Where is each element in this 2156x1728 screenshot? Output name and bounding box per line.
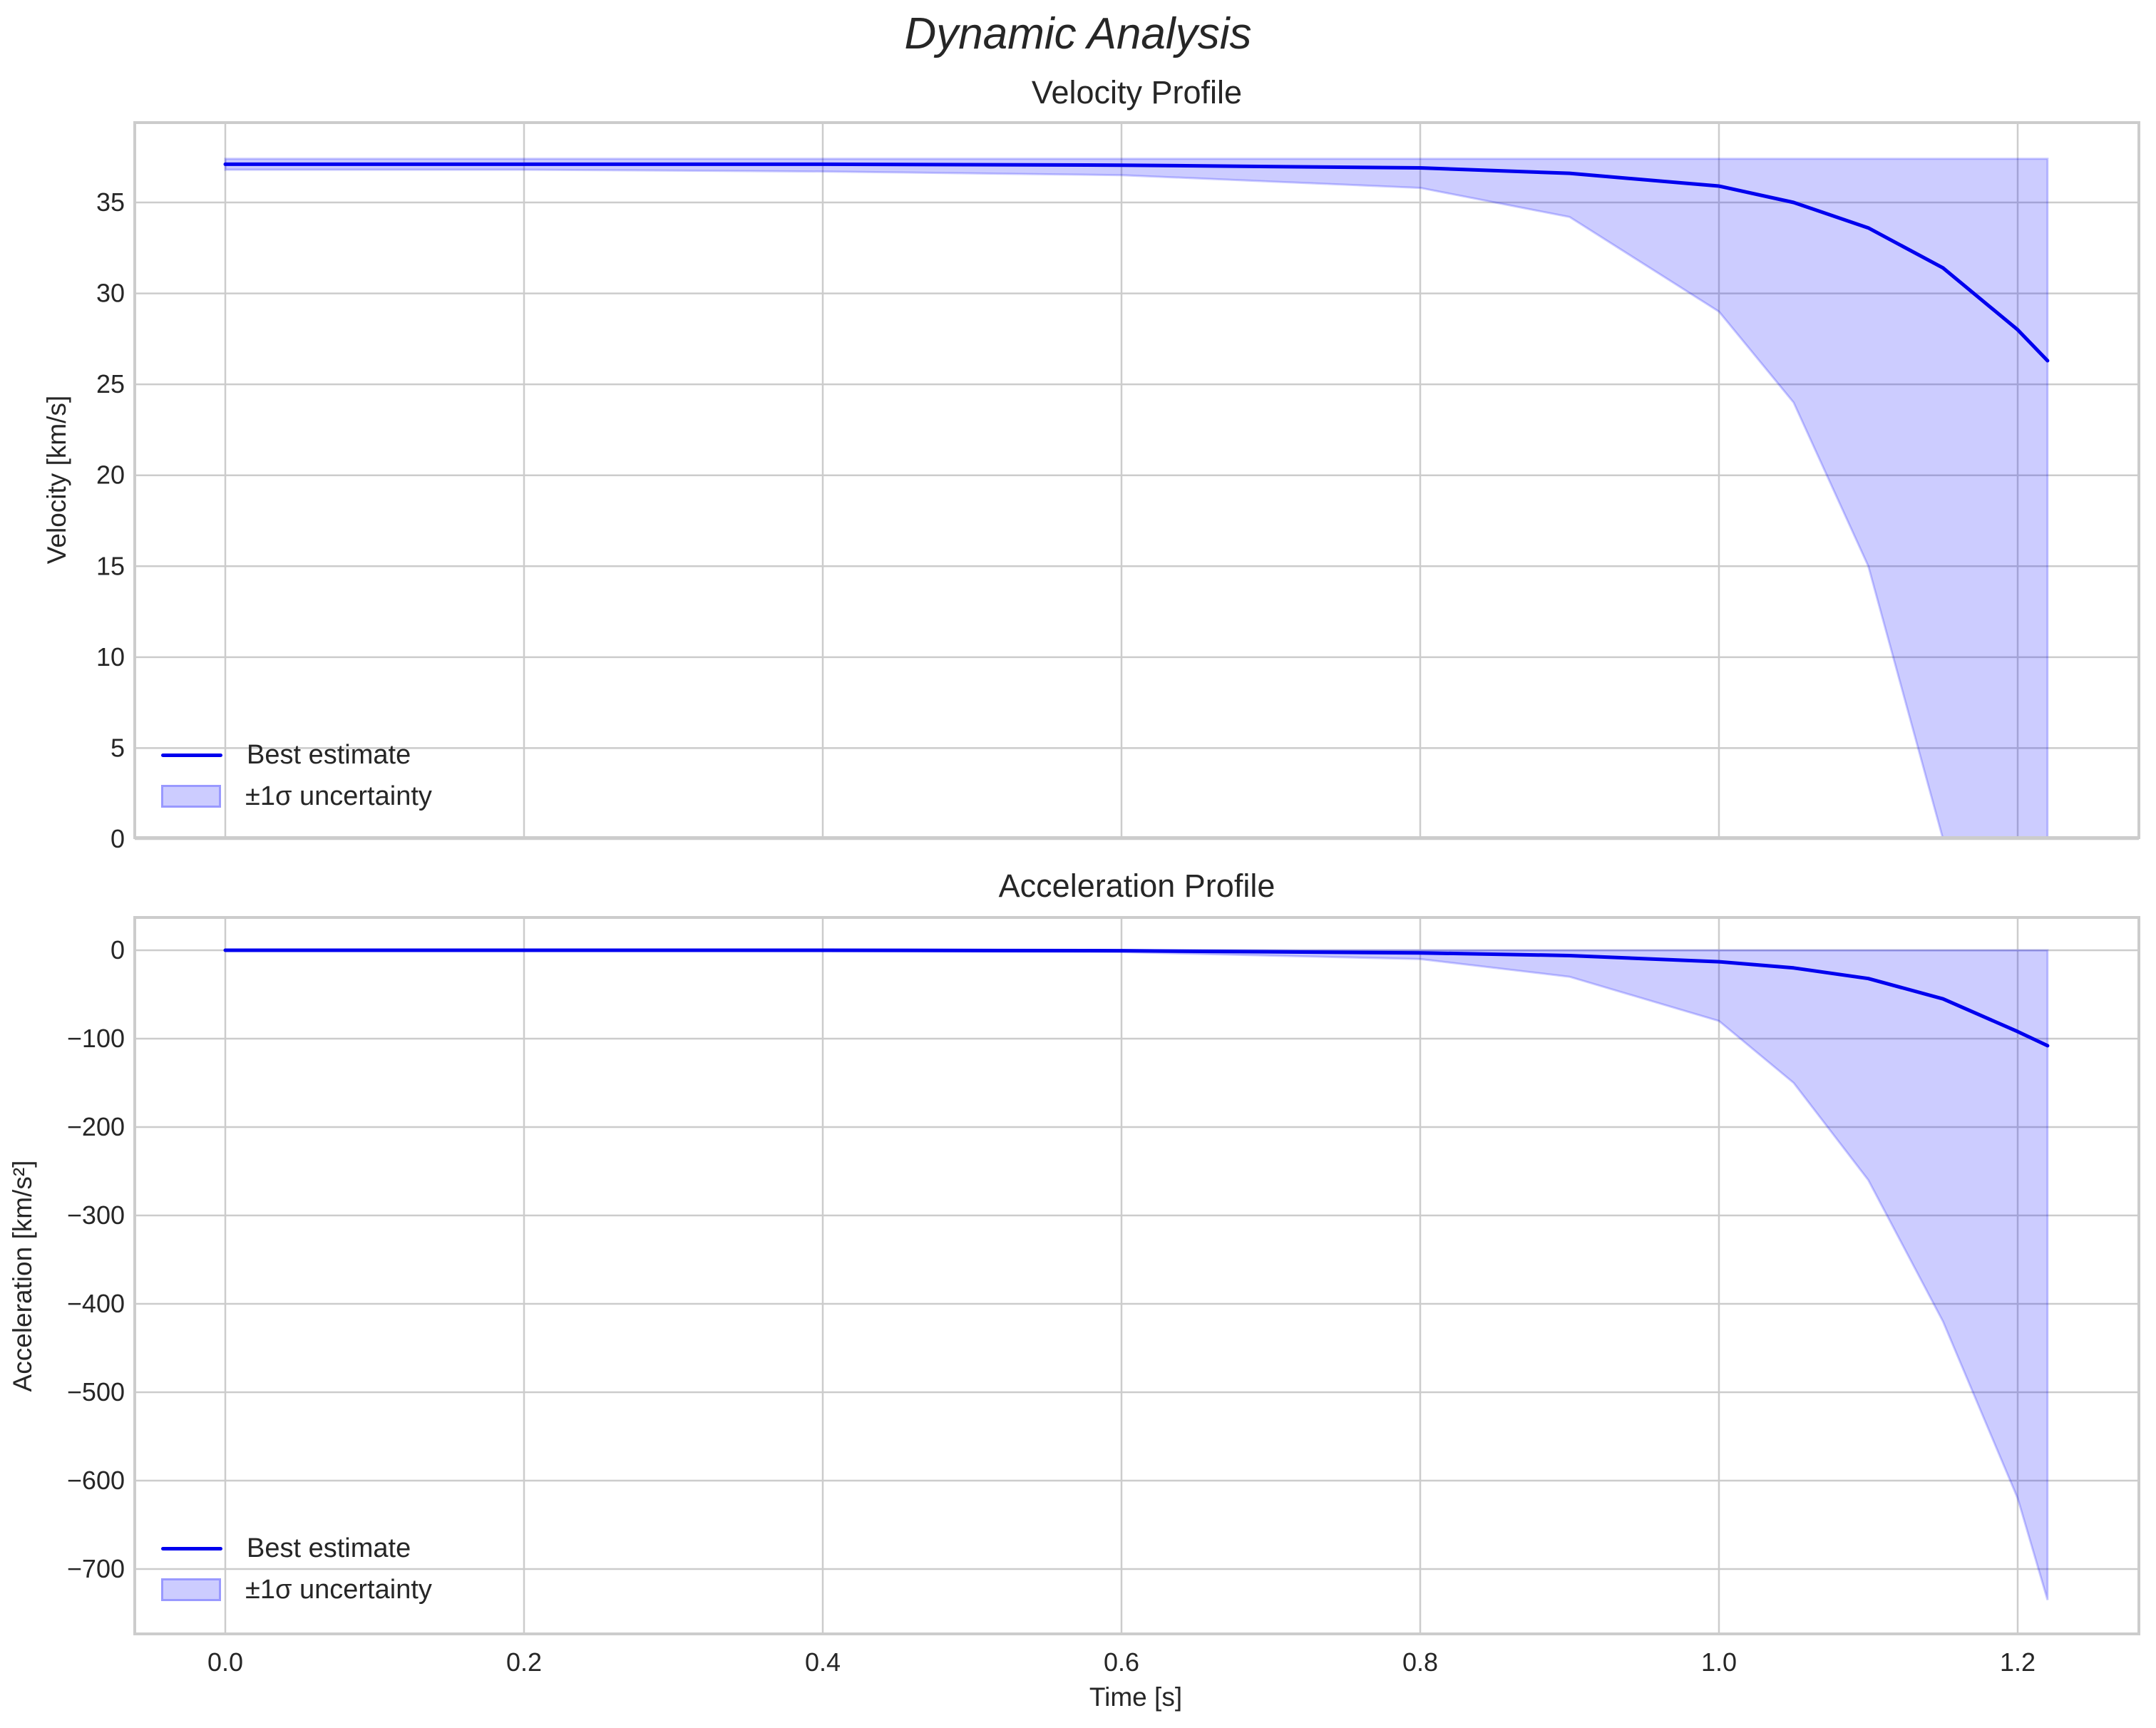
x-tick-label: 0.6 [1104, 1647, 1139, 1677]
figure-title: Dynamic Analysis [904, 9, 1252, 58]
y-tick-label: −300 [67, 1200, 125, 1230]
band-swatch-icon [161, 785, 221, 808]
x-tick-label: 1.2 [2000, 1647, 2036, 1677]
line-swatch-icon [161, 753, 222, 757]
y-tick-label: 0 [111, 824, 125, 853]
acceleration-y-axis-label: Acceleration [km/s²] [8, 1161, 37, 1392]
y-tick-label: −100 [67, 1024, 125, 1053]
x-tick-label: 1.0 [1701, 1647, 1737, 1677]
x-tick-label: 0.2 [506, 1647, 542, 1677]
y-tick-label: −600 [67, 1466, 125, 1495]
x-axis-label: Time [s] [1089, 1682, 1182, 1712]
line-swatch-icon [161, 1546, 222, 1550]
velocity-plot-title: Velocity Profile [1031, 74, 1243, 110]
legend-label: Best estimate [247, 739, 411, 770]
legend-label: ±1σ uncertainty [245, 781, 432, 811]
y-tick-label: 15 [96, 551, 125, 580]
legend-label: Best estimate [247, 1533, 411, 1563]
acceleration-plot-title: Acceleration Profile [998, 868, 1275, 904]
x-tick-label: 0.4 [805, 1647, 841, 1677]
y-tick-label: 5 [111, 733, 125, 762]
best-estimate-line [223, 162, 2050, 363]
y-tick-label: 30 [96, 279, 125, 308]
y-tick-label: −400 [67, 1289, 125, 1318]
y-tick-label: 0 [111, 935, 125, 965]
x-tick-label: 0.8 [1402, 1647, 1438, 1677]
legend-label: ±1σ uncertainty [245, 1574, 432, 1605]
acceleration-axes: 0 −100 −200 −300 −400 −500 −600 −700 Acceleratio… [8, 916, 2140, 1712]
velocity-axes: 0 5 10 15 20 25 30 35 Velocity [km/s] [42, 121, 2140, 853]
y-tick-label: 35 [96, 187, 125, 217]
y-tick-label: −700 [67, 1554, 125, 1583]
y-tick-label: 25 [96, 369, 125, 398]
band-swatch-icon [161, 1578, 221, 1601]
y-tick-label: 10 [96, 642, 125, 672]
x-tick-label: 0.0 [207, 1647, 243, 1677]
y-tick-label: −200 [67, 1112, 125, 1141]
velocity-y-axis-label: Velocity [km/s] [42, 396, 71, 564]
acceleration-legend: Best estimate ±1σ uncertainty [161, 1528, 432, 1610]
y-tick-label: 20 [96, 461, 125, 490]
uncertainty-band [224, 158, 2049, 838]
velocity-legend: Best estimate ±1σ uncertainty [161, 734, 432, 817]
uncertainty-band [225, 949, 2049, 1600]
best-estimate-line [223, 948, 2050, 1048]
y-tick-label: −500 [67, 1377, 125, 1406]
